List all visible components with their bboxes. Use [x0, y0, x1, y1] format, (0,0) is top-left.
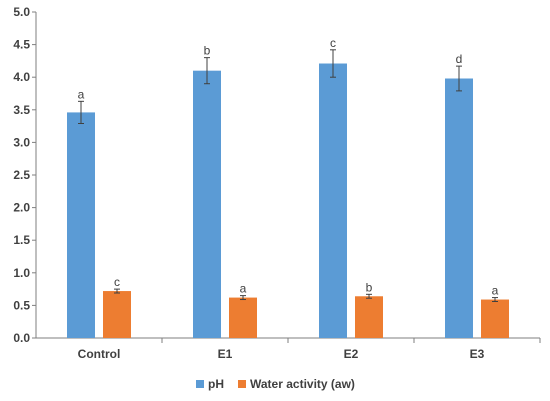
- significance-label: a: [240, 282, 247, 296]
- significance-label: b: [366, 280, 373, 294]
- y-axis: 0.0 0.5 1.0 1.5 2.0 2.5 3.0 3.5 4.0 4.5 5.0: [13, 5, 37, 345]
- bar-water-activity: [355, 296, 383, 338]
- significance-label: d: [456, 52, 463, 66]
- legend-swatch-water-activity: [238, 380, 246, 388]
- bar-ph: [445, 78, 473, 338]
- y-tick-label: 5.0: [13, 5, 30, 19]
- x-tick-label: E1: [218, 347, 233, 361]
- bar-water-activity: [481, 299, 509, 338]
- bar-ph: [319, 63, 347, 339]
- x-tick-label: E2: [344, 347, 359, 361]
- y-tick-label: 1.5: [13, 233, 30, 247]
- y-tick-label: 0.5: [13, 298, 30, 312]
- y-tick-label: 2.5: [13, 168, 30, 182]
- x-tick-label: Control: [78, 347, 121, 361]
- legend-label-ph: pH: [208, 377, 224, 391]
- significance-label: a: [492, 284, 499, 298]
- y-tick-label: 2.0: [13, 201, 30, 215]
- bar-ph: [193, 70, 221, 339]
- y-tick-label: 4.0: [13, 70, 30, 84]
- significance-label: b: [204, 44, 211, 58]
- y-tick-label: 4.5: [13, 38, 30, 52]
- bar-water-activity: [103, 291, 131, 338]
- y-tick-label: 3.0: [13, 135, 30, 149]
- y-tick-label: 3.5: [13, 103, 30, 117]
- significance-label: c: [330, 36, 336, 50]
- bar-water-activity: [229, 297, 257, 338]
- x-axis: Control E1 E2 E3: [36, 337, 541, 361]
- x-tick-label: E3: [470, 347, 485, 361]
- legend-swatch-ph: [196, 380, 204, 388]
- y-tick-label: 1.0: [13, 266, 30, 280]
- legend-label-water-activity: Water activity (aw): [250, 377, 355, 391]
- y-tick-label: 0.0: [13, 331, 30, 345]
- significance-label: a: [78, 87, 85, 101]
- bars: a c b a c b d a: [67, 36, 509, 339]
- legend: pH Water activity (aw): [196, 377, 355, 391]
- bar-ph: [67, 112, 95, 339]
- significance-label: c: [114, 275, 120, 289]
